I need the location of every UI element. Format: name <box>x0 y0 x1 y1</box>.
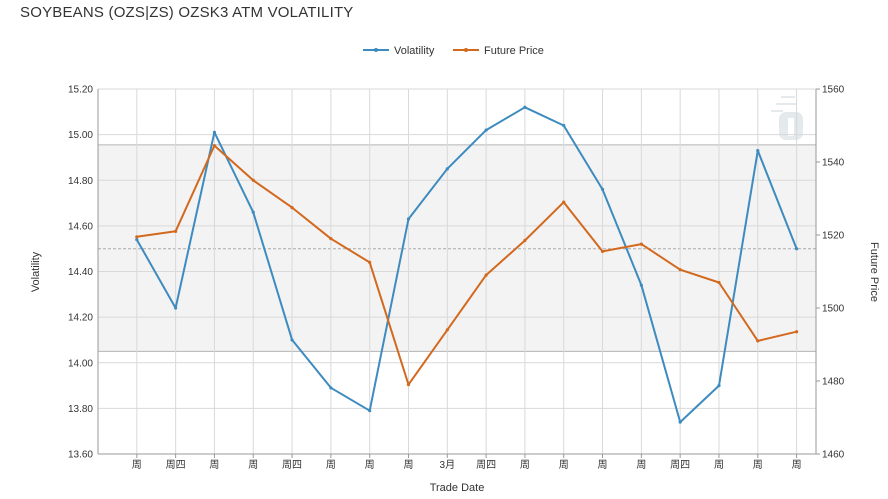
y-tick-label: 13.60 <box>68 450 93 461</box>
data-point-volatility[interactable] <box>290 338 294 342</box>
data-point-future-price[interactable] <box>406 383 411 387</box>
y2-axis-title: Future Price <box>868 242 880 302</box>
data-point-volatility[interactable] <box>329 386 333 390</box>
legend-marker-volatility <box>374 48 378 52</box>
x-tick-label: 周 <box>598 459 608 471</box>
chart-title: SOYBEANS (OZS|ZS) OZSK3 ATM VOLATILITY <box>20 4 354 21</box>
data-point-future-price[interactable] <box>174 229 178 233</box>
data-point-volatility[interactable] <box>717 383 721 388</box>
y-axis-title: Volatility <box>30 251 42 292</box>
axes: 13.60 13.80 14.00 14.20 14.40 14.60 14.80 15.00… <box>68 85 845 472</box>
y-tick-label: 15.20 <box>68 85 93 96</box>
y-tick-label: 14.40 <box>68 267 93 278</box>
data-point-future-price[interactable] <box>717 280 721 285</box>
x-tick-label: 周 <box>714 459 724 471</box>
x-tick-label: 周四 <box>166 459 186 471</box>
data-point-future-price[interactable] <box>523 238 527 243</box>
data-point-future-price[interactable] <box>135 235 139 239</box>
legend-item-future-price[interactable]: Future Price <box>453 45 544 57</box>
y-tick-label: 13.80 <box>68 404 93 415</box>
grid-lines <box>98 88 816 455</box>
legend-label-future-price: Future Price <box>484 45 544 57</box>
y-tick-label: 14.60 <box>68 221 93 232</box>
data-point-volatility[interactable] <box>174 306 178 310</box>
data-point-future-price[interactable] <box>794 330 799 334</box>
data-point-volatility[interactable] <box>600 187 605 191</box>
x-axis-title: Trade Date <box>430 482 485 494</box>
series <box>135 105 799 424</box>
y2-tick-label: 1460 <box>822 450 845 461</box>
data-point-future-price[interactable] <box>600 249 605 254</box>
series-line-volatility[interactable] <box>135 106 798 424</box>
y-tick-label: 15.00 <box>68 130 93 141</box>
data-point-volatility[interactable] <box>135 237 139 242</box>
x-tick-label: 周 <box>248 459 258 471</box>
data-point-volatility[interactable] <box>212 130 217 134</box>
x-tick-label: 周四 <box>476 459 496 471</box>
data-point-volatility[interactable] <box>251 210 255 214</box>
y2-tick-label: 1500 <box>822 304 845 315</box>
x-tick-label: 周 <box>792 459 802 471</box>
x-tick-label: 周 <box>559 459 569 471</box>
x-tick-label: 周 <box>326 459 336 471</box>
data-point-future-price[interactable] <box>484 273 488 277</box>
data-point-future-price[interactable] <box>562 200 566 204</box>
data-point-future-price[interactable] <box>678 268 682 272</box>
data-point-volatility[interactable] <box>678 420 682 424</box>
x-tick-label: 周 <box>403 459 413 471</box>
x-tick-label: 周四 <box>670 459 690 471</box>
y-tick-label: 14.20 <box>68 313 93 324</box>
data-point-volatility[interactable] <box>368 409 372 413</box>
y-tick-label: 14.00 <box>68 358 93 369</box>
legend: Volatility Future Price <box>363 45 544 57</box>
x-tick-label: 周 <box>209 459 219 471</box>
y2-tick-label: 1480 <box>822 377 845 388</box>
data-point-future-price[interactable] <box>329 237 333 241</box>
x-tick-label: 周 <box>132 459 142 471</box>
x-tick-label: 周四 <box>282 459 302 471</box>
y2-tick-label: 1540 <box>822 158 845 169</box>
y2-tick-label: 1560 <box>822 85 845 96</box>
x-tick-label: 周 <box>520 459 530 471</box>
watermark-logo-icon <box>771 96 803 140</box>
x-tick-label: 周 <box>753 459 763 471</box>
series-line-future-price[interactable] <box>136 144 797 386</box>
data-point-future-price[interactable] <box>445 328 449 332</box>
y-tick-label: 14.80 <box>68 176 93 187</box>
data-point-volatility[interactable] <box>484 128 488 132</box>
data-point-volatility[interactable] <box>445 167 449 171</box>
data-point-volatility[interactable] <box>562 123 566 128</box>
data-point-volatility[interactable] <box>523 105 527 109</box>
y2-tick-label: 1520 <box>822 231 845 242</box>
data-point-volatility[interactable] <box>639 283 643 287</box>
data-point-volatility[interactable] <box>756 148 760 153</box>
data-point-future-price[interactable] <box>368 260 372 264</box>
legend-item-volatility[interactable]: Volatility <box>363 45 435 57</box>
x-tick-label: 周 <box>636 459 646 471</box>
x-tick-label: 3月 <box>440 459 456 471</box>
data-point-future-price[interactable] <box>639 242 643 246</box>
data-point-volatility[interactable] <box>406 217 411 221</box>
x-tick-label: 周 <box>365 459 375 471</box>
data-point-future-price[interactable] <box>212 143 217 148</box>
legend-label-volatility: Volatility <box>394 45 435 57</box>
data-point-volatility[interactable] <box>794 247 799 251</box>
data-point-future-price[interactable] <box>251 178 255 182</box>
data-point-future-price[interactable] <box>290 206 294 210</box>
data-point-future-price[interactable] <box>756 339 760 343</box>
legend-marker-future-price <box>464 48 468 52</box>
